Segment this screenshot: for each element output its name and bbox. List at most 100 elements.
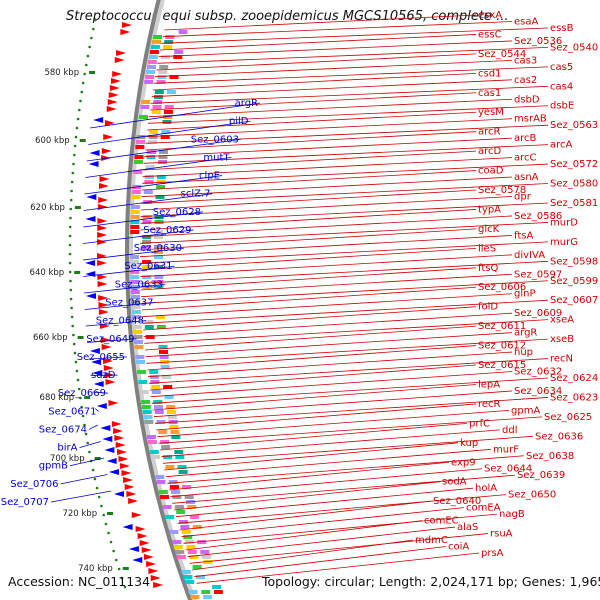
feature-block	[165, 465, 175, 469]
feature-block	[173, 55, 183, 59]
reverse-gene-arrow	[128, 546, 139, 552]
feature-block	[156, 175, 166, 179]
reverse-gene-arrow	[132, 557, 143, 563]
forward-gene-arrow	[143, 554, 154, 560]
forward-gene-arrow	[118, 456, 129, 462]
forward-gene-arrow	[150, 575, 161, 581]
reverse-gene-arrow	[85, 260, 96, 266]
feature-block	[156, 180, 166, 184]
forward-gene-arrow	[148, 568, 159, 574]
right-label-leader	[173, 481, 441, 511]
right-label-leader	[177, 494, 507, 524]
feature-block	[164, 40, 174, 44]
feature-block	[142, 245, 151, 249]
right-label-leader	[157, 409, 510, 438]
right-label-leader	[144, 137, 513, 158]
feature-block	[133, 335, 143, 339]
forward-gene-arrow	[146, 561, 157, 567]
right-gene-label: recR	[478, 399, 501, 410]
forward-gene-arrow	[97, 239, 108, 245]
right-gene-label: Sez_0572	[550, 159, 598, 170]
left-gene-label: Sez_0707	[1, 497, 49, 508]
scale-dot	[94, 18, 97, 22]
feature-block	[142, 215, 152, 219]
right-label-leader	[145, 124, 549, 144]
right-gene-label: Sez_0606	[478, 282, 526, 293]
feature-block	[149, 450, 159, 454]
feature-block	[174, 50, 184, 54]
left-gene-label: Sez_0633	[115, 279, 163, 290]
left-label-leader	[88, 356, 128, 360]
scale-dot	[112, 549, 115, 553]
reverse-gene-arrow	[114, 491, 125, 497]
right-gene-label: Sez_0612	[478, 341, 526, 352]
feature-block	[148, 55, 158, 59]
right-gene-label: yesM	[478, 107, 504, 118]
left-label-leader	[85, 157, 232, 178]
right-gene-label: Sez_0578	[478, 185, 526, 196]
feature-block	[176, 510, 186, 514]
feature-block	[132, 315, 142, 319]
feature-block	[131, 195, 141, 199]
right-gene-label: essC	[478, 29, 502, 40]
scale-tick-label: 660 kbp	[33, 333, 68, 343]
right-gene-label: Sez_0607	[550, 295, 598, 306]
right-gene-label: xseB	[550, 334, 574, 345]
forward-gene-arrow	[108, 92, 119, 98]
feature-block	[163, 455, 173, 459]
feature-block	[174, 505, 184, 509]
right-label-leader	[139, 228, 477, 251]
reverse-gene-arrow	[86, 194, 97, 200]
feature-block	[145, 335, 155, 339]
scale-dot	[75, 369, 79, 373]
right-gene-label: cas1	[478, 88, 501, 99]
feature-block	[149, 375, 159, 379]
feature-block	[139, 115, 148, 119]
feature-block	[165, 35, 175, 39]
reverse-gene-arrow	[106, 458, 117, 464]
left-gene-label: Sez_0637	[105, 298, 153, 309]
feature-block	[155, 195, 165, 199]
forward-gene-arrow	[101, 148, 112, 154]
forward-gene-arrow	[117, 449, 128, 455]
feature-block	[134, 155, 144, 159]
feature-block	[159, 355, 169, 359]
left-gene-label: Sez_0706	[10, 479, 58, 490]
feature-block	[141, 400, 151, 404]
scale-dot	[75, 126, 79, 130]
reverse-gene-arrow	[93, 381, 104, 387]
feature-block	[189, 555, 199, 559]
right-gene-label: prfC	[469, 418, 490, 429]
right-label-leader	[157, 47, 549, 64]
reverse-gene-arrow	[93, 117, 104, 123]
scale-tick-label: 640 kbp	[30, 268, 65, 278]
feature-block	[162, 505, 172, 509]
right-label-leader	[143, 150, 477, 171]
feature-block	[188, 590, 198, 594]
forward-gene-arrow	[97, 253, 108, 259]
right-label-leader	[140, 254, 513, 278]
scale-dot	[79, 99, 82, 103]
right-label-leader	[149, 92, 477, 111]
scale-tick-label: 720 kbp	[62, 509, 97, 519]
right-gene-label: Sez_0625	[544, 412, 592, 423]
feature-block	[138, 380, 148, 384]
forward-gene-arrow	[124, 484, 135, 490]
scale-tick-label: 680 kbp	[40, 393, 75, 403]
right-gene-label: Sez_0597	[514, 269, 562, 280]
right-label-leader	[152, 384, 477, 411]
feature-block	[142, 235, 152, 239]
right-gene-label: folD	[478, 302, 498, 313]
right-label-leader	[142, 299, 549, 324]
feature-block	[154, 255, 163, 259]
right-gene-label: Sez_0634	[514, 386, 562, 397]
feature-block	[151, 390, 161, 394]
right-label-leader	[175, 487, 474, 518]
left-gene-label: Sez_0674	[39, 424, 87, 435]
forward-gene-arrow	[123, 477, 134, 483]
right-label-leader	[161, 429, 501, 458]
feature-block	[181, 530, 191, 534]
feature-block	[184, 495, 194, 499]
right-label-leader	[183, 513, 498, 544]
forward-gene-arrow	[98, 302, 109, 308]
